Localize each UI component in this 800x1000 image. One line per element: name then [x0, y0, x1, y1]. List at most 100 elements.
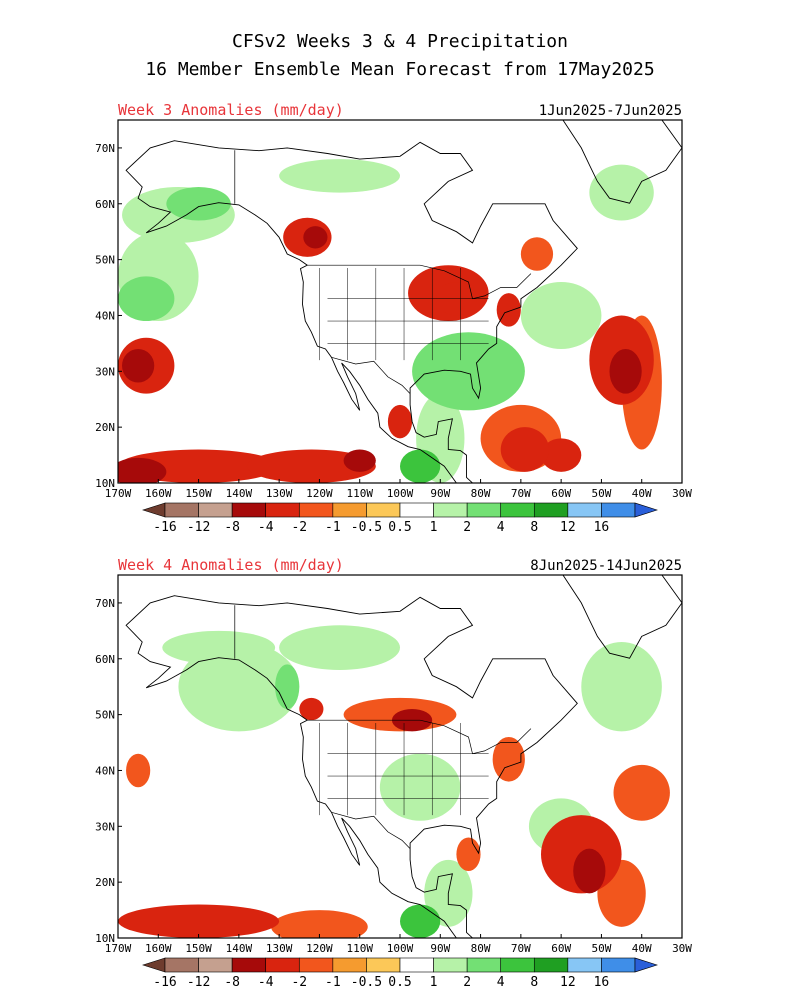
colorbar-label: 8 [530, 975, 538, 990]
border-line [331, 356, 411, 394]
lat-tick-label: 30N [95, 820, 115, 833]
anomaly-region [400, 449, 441, 483]
colorbar-swatch [366, 957, 401, 973]
colorbar-label: 0.5 [388, 520, 411, 535]
colorbar-swatch [500, 502, 535, 518]
colorbar-swatch [433, 957, 468, 973]
lon-tick-label: 150W [185, 487, 212, 500]
colorbar-label: -12 [187, 975, 210, 990]
colorbar-label: 1 [430, 520, 438, 535]
lat-tick-label: 70N [95, 597, 115, 610]
anomaly-region [379, 753, 461, 821]
colorbar-swatch [567, 502, 602, 518]
anomaly-region [162, 630, 276, 665]
lon-tick-label: 90W [430, 942, 450, 955]
anomaly-region [500, 427, 550, 472]
colorbar-swatch [231, 957, 267, 973]
coastline-greenland [508, 120, 682, 204]
colorbar-label: 8 [530, 520, 538, 535]
colorbar-label: 16 [594, 975, 610, 990]
colorbar-swatch [298, 957, 334, 973]
lon-tick-label: 50W [591, 942, 611, 955]
colorbar-label: -0.5 [351, 520, 382, 535]
colorbar-swatch [533, 957, 569, 973]
lon-tick-label: 30W [672, 942, 692, 955]
colorbar-swatch [198, 502, 233, 518]
colorbar-swatch [500, 957, 535, 973]
lon-tick-label: 70W [511, 487, 531, 500]
colorbar-swatch [332, 957, 367, 973]
lon-tick-label: 170W [105, 942, 132, 955]
panel-week4-label: Week 4 Anomalies (mm/day) [118, 556, 344, 574]
colorbar-label: -16 [153, 975, 176, 990]
lon-tick-label: 100W [387, 487, 414, 500]
anomaly-region [122, 348, 155, 383]
anomaly-region [118, 457, 167, 483]
lon-tick-label: 90W [430, 487, 450, 500]
colorbar-swatch [198, 957, 233, 973]
colorbar-label: 16 [594, 520, 610, 535]
colorbar-arrow-high [634, 957, 658, 973]
lat-tick-label: 50N [95, 254, 115, 267]
colorbar-swatch [231, 502, 267, 518]
lon-tick-label: 130W [266, 942, 293, 955]
colorbar-label: -12 [187, 520, 210, 535]
colorbar-label: -2 [291, 520, 307, 535]
panel-week4-colorbar: -16 -12 -8 -4 -2 -1 -0.5 0.5 1 2 4 8 12 16 [142, 957, 658, 990]
colorbar-label: -1 [325, 520, 341, 535]
anomaly-region [279, 159, 401, 193]
anomaly-region [299, 697, 324, 721]
colorbar-label: -0.5 [351, 975, 382, 990]
lat-tick-label: 50N [95, 709, 115, 722]
panel-week3-colorbar: -16 -12 -8 -4 -2 -1 -0.5 0.5 1 2 4 8 12 16 [142, 502, 658, 535]
colorbar-label: 1 [430, 975, 438, 990]
anomaly-region [275, 664, 300, 710]
lon-tick-label: 170W [105, 487, 132, 500]
lat-tick-label: 40N [95, 764, 115, 777]
anomaly-region [573, 848, 606, 894]
anomaly-region [118, 904, 280, 938]
colorbar-arrow-low [142, 957, 166, 973]
anomaly-region [520, 237, 554, 271]
anomaly-region [118, 276, 175, 322]
lon-tick-label: 40W [632, 487, 652, 500]
lon-tick-label: 50W [591, 487, 611, 500]
lon-tick-label: 30W [672, 487, 692, 500]
anomaly-region [400, 904, 441, 938]
lon-tick-label: 160W [145, 942, 172, 955]
anomaly-region [279, 625, 401, 670]
colorbar-label: 12 [560, 975, 576, 990]
lon-tick-label: 60W [551, 487, 571, 500]
lon-tick-label: 140W [226, 942, 253, 955]
panel-week3: Week 3 Anomalies (mm/day) 1Jun2025-7Jun2… [95, 101, 692, 535]
colorbar-swatch [265, 957, 300, 973]
colorbar-label: 0.5 [388, 975, 411, 990]
lon-tick-label: 80W [471, 487, 491, 500]
lat-tick-label: 20N [95, 421, 115, 434]
anomaly-region [609, 348, 642, 394]
colorbar-swatch [164, 957, 199, 973]
anomaly-region [166, 187, 231, 221]
lon-tick-label: 80W [471, 942, 491, 955]
lon-tick-label: 60W [551, 942, 571, 955]
colorbar-swatch [399, 957, 434, 973]
panel-week3-map: 170W 160W 150W 140W 130W 120W 110W 100W 90W 80W 70… [95, 119, 692, 500]
colorbar-label: -8 [224, 520, 240, 535]
anomaly-region [492, 736, 525, 782]
lon-tick-label: 120W [306, 487, 333, 500]
anomaly-region [303, 226, 328, 249]
anomaly-region [541, 438, 582, 472]
anomaly-region [343, 449, 376, 472]
anomaly-region [271, 910, 368, 938]
lat-tick-label: 40N [95, 309, 115, 322]
colorbar-label: -8 [224, 975, 240, 990]
colorbar-swatch [332, 502, 367, 518]
panel-week3-dates: 1Jun2025-7Jun2025 [539, 103, 682, 119]
coastline [125, 140, 578, 483]
anomaly-region [589, 164, 654, 221]
colorbar-swatch [533, 502, 569, 518]
colorbar-swatch [265, 502, 300, 518]
colorbar-swatch [366, 502, 401, 518]
lat-tick-label: 10N [95, 477, 115, 490]
lat-tick-label: 20N [95, 876, 115, 889]
